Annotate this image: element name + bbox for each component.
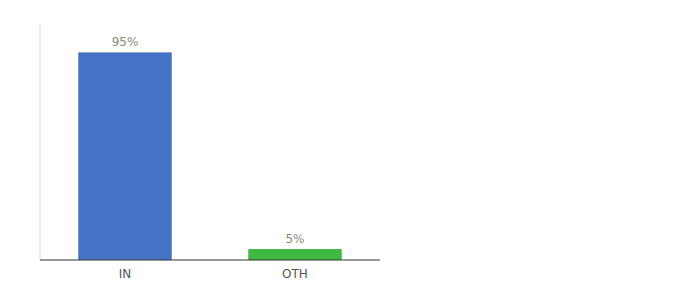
x-tick-label: OTH [282, 267, 308, 281]
bar [78, 52, 172, 260]
chart-container: IN OTH 95% 5% [0, 0, 680, 300]
x-tick-label: IN [119, 267, 132, 281]
bars [78, 52, 342, 260]
data-label: 95% [112, 35, 139, 49]
data-label: 5% [285, 232, 304, 246]
bar [248, 249, 342, 260]
x-axis-line [40, 260, 380, 261]
chart-svg: IN OTH 95% 5% [0, 0, 680, 300]
y-axis-line [40, 24, 41, 260]
